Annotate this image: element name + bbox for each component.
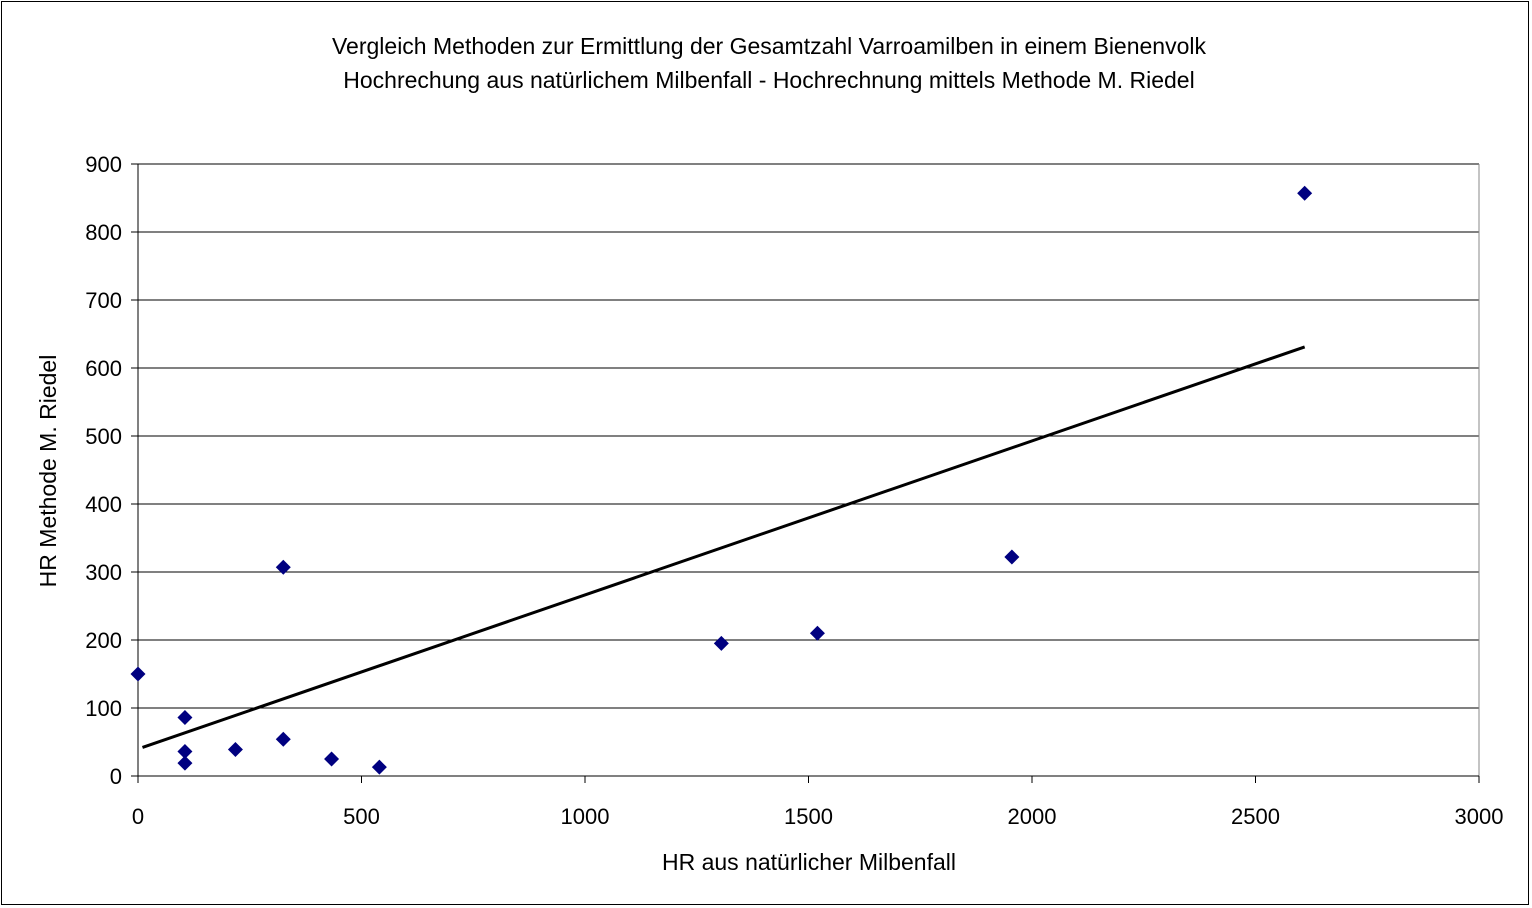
x-tick-label-3000: 3000 bbox=[1455, 804, 1504, 829]
x-tick-label-2500: 2500 bbox=[1231, 804, 1280, 829]
y-tick-label-300: 300 bbox=[85, 560, 122, 585]
data-point-9 bbox=[713, 635, 729, 651]
data-point-2 bbox=[177, 744, 193, 760]
data-point-11 bbox=[1004, 549, 1020, 565]
data-point-5 bbox=[275, 559, 291, 575]
y-tick-label-900: 900 bbox=[85, 152, 122, 177]
y-tick-label-700: 700 bbox=[85, 288, 122, 313]
trendline bbox=[141, 345, 1306, 749]
data-point-1 bbox=[177, 710, 193, 726]
data-points bbox=[130, 185, 1313, 775]
data-point-3 bbox=[177, 755, 193, 771]
x-tick-label-1500: 1500 bbox=[784, 804, 833, 829]
x-axis-title: HR aus natürlicher Milbenfall bbox=[662, 849, 956, 875]
y-tick-label-600: 600 bbox=[85, 356, 122, 381]
data-point-10 bbox=[809, 625, 825, 641]
data-point-7 bbox=[324, 751, 340, 767]
data-point-12 bbox=[1297, 185, 1313, 201]
x-tick-label-500: 500 bbox=[343, 804, 380, 829]
chart-title: Vergleich Methoden zur Ermittlung der Ge… bbox=[332, 33, 1207, 59]
y-axis-title: HR Methode M. Riedel bbox=[35, 355, 61, 588]
data-point-4 bbox=[227, 741, 243, 757]
x-tick-label-0: 0 bbox=[132, 804, 144, 829]
y-tick-label-200: 200 bbox=[85, 628, 122, 653]
chart-subtitle: Hochrechung aus natürlichem Milbenfall -… bbox=[343, 67, 1194, 93]
x-tick-label-2000: 2000 bbox=[1008, 804, 1057, 829]
grid-lines bbox=[138, 163, 1480, 776]
x-tick-label-1000: 1000 bbox=[561, 804, 610, 829]
axes: 0 100 200 300 400 500 600 700 800 900 0 500 1000 1500… bbox=[85, 152, 1503, 829]
data-point-8 bbox=[371, 759, 387, 775]
y-tick-label-0: 0 bbox=[110, 764, 122, 789]
y-tick-label-400: 400 bbox=[85, 492, 122, 517]
trendline-group bbox=[141, 345, 1306, 749]
data-point-0 bbox=[130, 666, 146, 682]
y-tick-label-100: 100 bbox=[85, 696, 122, 721]
data-point-6 bbox=[275, 731, 291, 747]
y-tick-label-500: 500 bbox=[85, 424, 122, 449]
y-tick-label-800: 800 bbox=[85, 220, 122, 245]
